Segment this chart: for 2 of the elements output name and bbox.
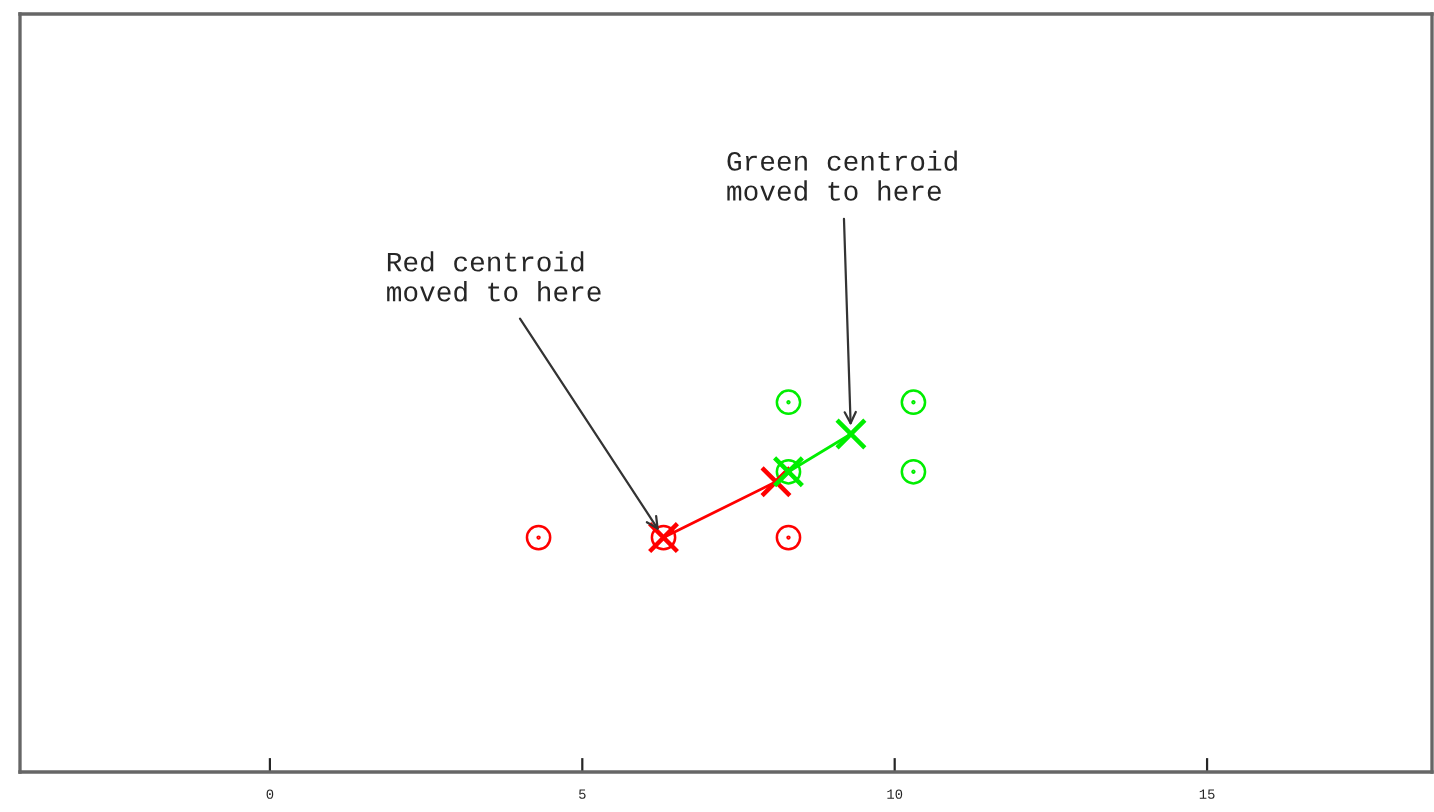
annotation: Green centroid moved to here	[727, 150, 957, 201]
annotation: Red centroid moved to here	[387, 251, 601, 302]
